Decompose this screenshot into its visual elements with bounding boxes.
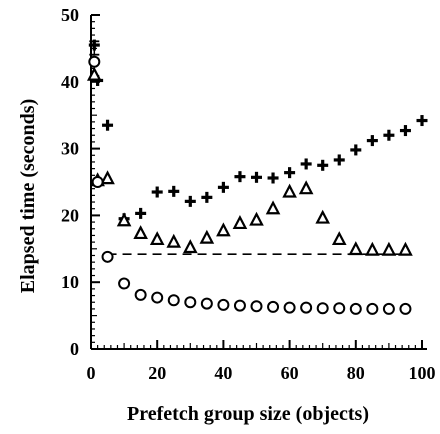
triangle-point: [315, 209, 331, 224]
triangle-point: [365, 241, 380, 256]
triangle-point: [381, 241, 397, 256]
cross-point: [168, 185, 180, 197]
circle-point: [200, 297, 213, 310]
triangle-point: [265, 200, 281, 215]
series-cross: [88, 39, 428, 225]
cross-point: [317, 159, 329, 171]
circle-point: [300, 301, 313, 314]
cross-point: [201, 191, 213, 203]
circle-point: [366, 302, 379, 315]
circle-point: [399, 302, 412, 315]
x-tick-label: 80: [347, 363, 365, 383]
x-tick-label: 100: [409, 363, 436, 383]
x-tick-label: 40: [214, 363, 232, 383]
y-tick-label: 50: [61, 5, 79, 25]
triangle-point: [100, 170, 115, 185]
axis-ticks: [90, 14, 423, 350]
triangle-point: [298, 180, 314, 195]
series-circle: [88, 55, 412, 315]
cross-point: [102, 119, 114, 131]
cross-point: [234, 171, 246, 183]
data-marks: [86, 39, 428, 315]
circle-point: [283, 301, 296, 314]
y-tick-label: 30: [61, 139, 79, 159]
triangle-point: [116, 212, 132, 227]
circle-point: [250, 300, 263, 313]
triangle-point: [133, 225, 148, 240]
x-tick-label: 60: [281, 363, 299, 383]
circle-point: [233, 299, 246, 312]
circle-point: [167, 294, 180, 307]
cross-point: [350, 144, 362, 156]
triangle-point: [149, 231, 165, 246]
cross-point: [399, 125, 411, 137]
circle-point: [349, 302, 362, 315]
cross-point: [151, 186, 163, 198]
triangle-point: [86, 66, 102, 81]
x-tick-label: 20: [148, 363, 166, 383]
cross-point: [366, 135, 378, 147]
x-tick-label: 0: [87, 363, 96, 383]
cross-point: [416, 115, 428, 127]
y-axis-title: Elapsed time (seconds): [17, 99, 39, 293]
triangle-point: [166, 233, 182, 248]
cross-point: [333, 154, 345, 166]
cross-point: [267, 172, 279, 184]
y-tick-label: 10: [61, 272, 79, 292]
circle-point: [382, 302, 395, 315]
circle-point: [88, 55, 101, 68]
triangle-point: [331, 231, 347, 246]
cross-point: [135, 207, 147, 219]
circle-point: [316, 302, 329, 315]
y-tick-label: 0: [70, 339, 79, 359]
circle-point: [217, 298, 230, 311]
triangle-point: [199, 229, 215, 244]
y-tick-label: 40: [61, 72, 79, 92]
triangle-point: [182, 239, 198, 254]
circle-point: [118, 277, 131, 290]
tick-labels: 0 10 20 30 40 50 0 20 40 60 80 100: [61, 5, 436, 383]
circle-point: [184, 296, 197, 309]
triangle-point: [232, 215, 248, 230]
cross-point: [383, 129, 395, 141]
cross-point: [300, 158, 312, 170]
circle-point: [333, 302, 346, 315]
triangle-point: [348, 241, 364, 256]
cross-point: [217, 181, 229, 193]
cross-point: [88, 39, 100, 51]
axes: 0 10 20 30 40 50 0 20 40 60 80 100: [61, 5, 436, 383]
series-triangle: [86, 66, 413, 256]
circle-point: [101, 250, 114, 263]
y-tick-label: 20: [61, 205, 79, 225]
triangle-point: [216, 222, 231, 237]
cross-point: [251, 171, 262, 183]
triangle-point: [249, 211, 264, 226]
circle-point: [151, 291, 164, 304]
cross-point: [284, 167, 296, 179]
x-axis-title: Prefetch group size (objects): [127, 403, 369, 425]
circle-point: [267, 300, 280, 313]
triangle-point: [398, 241, 413, 256]
circle-point: [134, 288, 147, 301]
circle-point: [91, 176, 104, 188]
cross-point: [184, 195, 196, 207]
triangle-point: [282, 183, 297, 198]
